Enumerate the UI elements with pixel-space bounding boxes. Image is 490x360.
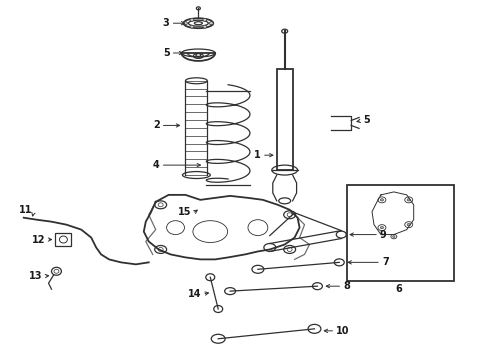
Text: 10: 10	[336, 326, 350, 336]
Text: 8: 8	[343, 281, 350, 291]
Ellipse shape	[407, 199, 410, 201]
Ellipse shape	[209, 22, 213, 25]
Text: 6: 6	[395, 284, 402, 294]
Ellipse shape	[183, 22, 188, 25]
Text: 5: 5	[363, 116, 370, 126]
Text: 5: 5	[163, 48, 170, 58]
Ellipse shape	[203, 25, 207, 28]
Bar	[347, 185, 454, 281]
Ellipse shape	[190, 25, 194, 28]
Ellipse shape	[380, 199, 384, 201]
Ellipse shape	[407, 224, 410, 226]
Text: 13: 13	[29, 271, 43, 281]
Text: 1: 1	[254, 150, 261, 160]
Text: 12: 12	[32, 234, 46, 244]
Text: 3: 3	[163, 18, 170, 28]
Text: 4: 4	[153, 160, 160, 170]
Text: 9: 9	[380, 230, 387, 239]
Text: 7: 7	[382, 257, 389, 267]
Ellipse shape	[380, 226, 384, 229]
Ellipse shape	[392, 236, 395, 238]
Ellipse shape	[190, 18, 194, 21]
Text: 11: 11	[19, 205, 33, 215]
Bar	[55, 233, 72, 247]
Ellipse shape	[203, 18, 207, 21]
Text: 14: 14	[188, 289, 201, 299]
Bar	[277, 69, 293, 170]
Text: 15: 15	[178, 207, 192, 217]
Text: 2: 2	[153, 121, 160, 130]
